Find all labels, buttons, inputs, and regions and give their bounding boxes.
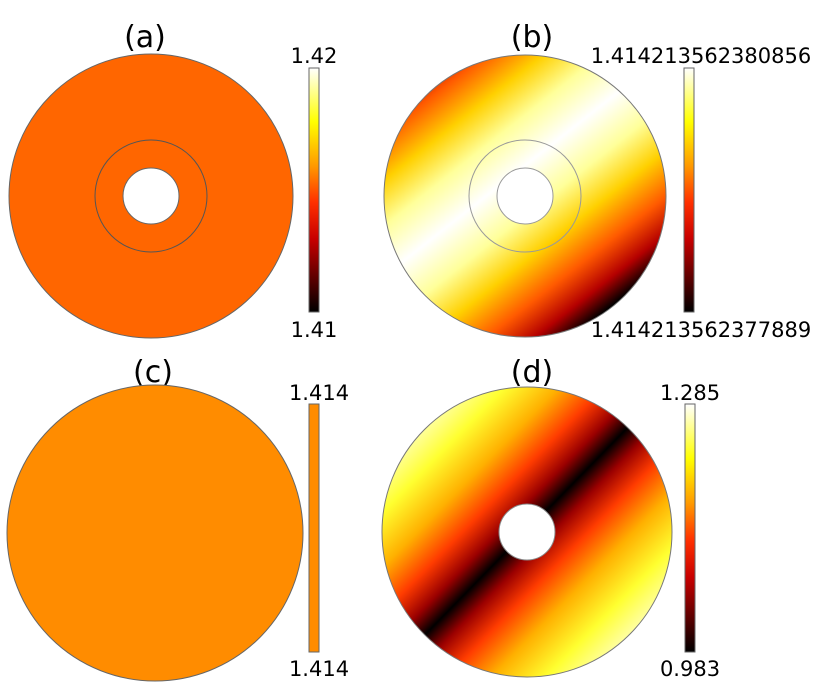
panel-a-label: (a)	[124, 20, 166, 55]
panel-b: (b) 1.414213562380856 1.414213562377889	[383, 20, 811, 342]
panel-b-colorbar	[683, 67, 695, 313]
panel-b-hole	[496, 167, 554, 225]
panel-b-inner-ring	[468, 139, 582, 253]
panel-c-label: (c)	[133, 355, 173, 390]
panel-c-disk	[6, 384, 304, 682]
panel-b-colorbar-min: 1.414213562377889	[591, 318, 811, 342]
panel-d-colorbar-max: 1.285	[660, 381, 720, 405]
panel-c-colorbar-max: 1.414	[289, 381, 349, 405]
panel-a-colorbar-min: 1.41	[291, 318, 338, 342]
panel-a: (a) 1.42 1.41	[8, 20, 338, 342]
panel-a-inner-ring	[94, 139, 208, 253]
panel-b-colorbar-max: 1.414213562380856	[591, 44, 811, 68]
panel-c-colorbar-min: 1.414	[289, 657, 349, 681]
panel-d-colorbar-min: 0.983	[660, 657, 720, 681]
panel-d-colorbar	[684, 403, 696, 653]
panel-c-colorbar	[308, 403, 320, 653]
panel-d-label: (d)	[511, 355, 553, 390]
panel-b-label: (b)	[511, 20, 553, 55]
panel-a-hole	[122, 167, 180, 225]
panel-a-colorbar-max: 1.42	[291, 44, 338, 68]
panel-a-colorbar	[308, 67, 320, 313]
panel-c: (c) 1.414 1.414	[6, 355, 349, 682]
panel-d-hole	[498, 503, 556, 561]
panel-d: (d) 1.285 0.983	[381, 355, 720, 681]
